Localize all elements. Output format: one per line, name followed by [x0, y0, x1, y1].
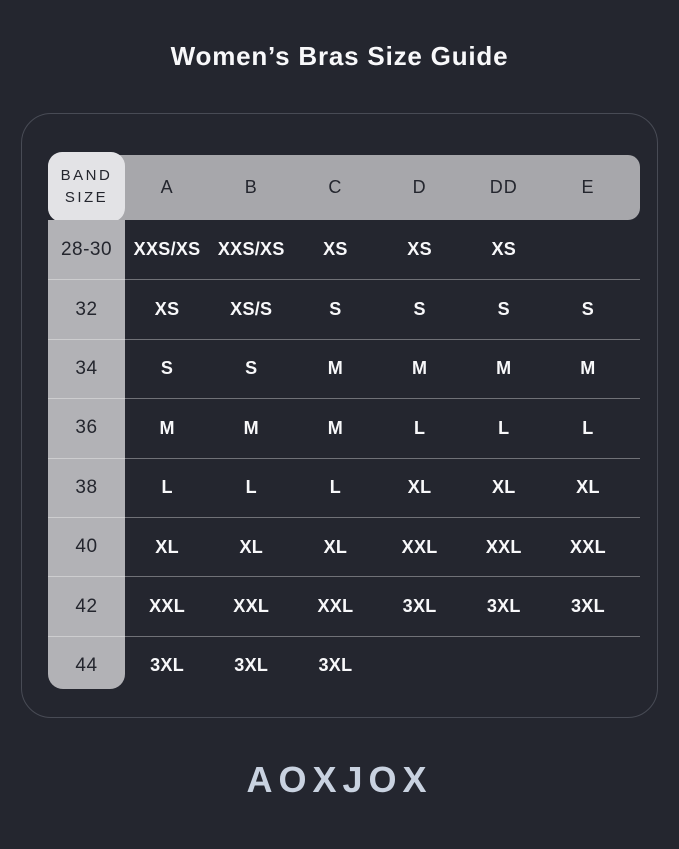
cup-size-cell: L: [582, 417, 594, 438]
cup-size-cell: XS: [323, 239, 348, 260]
cup-size-cell: XXL: [401, 536, 438, 557]
cup-column-header: A: [160, 177, 174, 197]
cup-header-columns: A B C D DD E: [125, 155, 640, 220]
cup-size-cell: XL: [323, 536, 348, 557]
cup-column-header: B: [244, 177, 258, 197]
cup-size-cell: S: [497, 299, 510, 320]
band-size-cell: 34: [75, 357, 98, 379]
band-size-cell: 28-30: [60, 238, 113, 260]
cup-size-cell: S: [581, 299, 595, 320]
cup-size-cell: XS: [407, 239, 432, 260]
cup-size-cell: L: [413, 417, 426, 438]
cup-size-cell: M: [243, 417, 259, 438]
table-row: 28-30 XXS/XS XXS/XS XS XS XS: [48, 220, 640, 279]
cup-size-cell: XXL: [569, 536, 606, 557]
cup-size-cell: XS/S: [230, 299, 273, 320]
cup-size-cell: M: [580, 358, 596, 379]
cup-size-cell: XS: [154, 299, 180, 320]
cup-size-cell: XXL: [485, 536, 522, 557]
cup-column-header: DD: [489, 177, 518, 197]
table-body: 28-30 XXS/XS XXS/XS XS XS XS 32 XS XS/S S S S S 34 S S M…: [48, 220, 640, 695]
cup-size-cell: S: [413, 299, 426, 320]
cup-size-cell: 3XL: [570, 596, 605, 617]
page-title: Women’s Bras Size Guide: [170, 41, 509, 71]
band-size-cell: 32: [75, 298, 98, 320]
cup-size-cell: L: [161, 477, 173, 498]
band-size-cell: 36: [75, 417, 98, 439]
cup-size-cell: XS: [491, 239, 517, 260]
cup-size-cell: M: [411, 358, 428, 379]
cup-size-cell: S: [160, 358, 174, 379]
band-size-cell: 44: [75, 654, 98, 676]
table-row: 32 XS XS/S S S S S: [48, 279, 640, 338]
cup-size-cell: M: [327, 358, 344, 379]
cup-size-cell: M: [496, 358, 512, 379]
table-row: 38 L L L XL XL XL: [48, 457, 640, 517]
band-size-cell: 40: [75, 536, 98, 558]
cup-size-cell: S: [329, 299, 342, 320]
cup-size-cell: XL: [491, 477, 516, 498]
cup-size-cell: XL: [576, 477, 600, 498]
cup-size-cell: XXL: [317, 596, 354, 617]
band-size-header-cell: BAND SIZE: [48, 152, 125, 222]
cup-size-cell: L: [498, 417, 510, 438]
cup-column-header: E: [581, 177, 595, 197]
cup-size-cell: M: [159, 417, 175, 438]
cup-size-cell: S: [245, 358, 258, 379]
table-row: 44 3XL 3XL 3XL: [48, 635, 640, 695]
size-chart-card: BAND SIZE A B C D DD E 28-30 XXS/XS XXS/XS XS XS X…: [21, 113, 658, 718]
cup-size-cell: 3XL: [234, 655, 269, 676]
cup-size-cell: XL: [407, 477, 432, 498]
cup-size-cell: M: [327, 417, 344, 438]
cup-size-cell: XL: [155, 536, 179, 557]
cup-size-cell: XXL: [149, 596, 186, 617]
cup-size-cell: XL: [239, 536, 264, 557]
table-row: 42 XXL XXL XXL 3XL 3XL 3XL: [48, 576, 640, 635]
band-column-background: [48, 220, 125, 689]
cup-size-cell: XXS/XS: [217, 239, 285, 260]
band-size-cell: 42: [75, 595, 98, 617]
cup-size-cell: L: [329, 477, 342, 498]
cup-size-cell: 3XL: [318, 655, 353, 676]
cup-size-cell: XXS/XS: [133, 239, 201, 260]
table-row: 36 M M M L L L: [48, 398, 640, 457]
cup-size-cell: 3XL: [486, 596, 521, 617]
cup-column-header: C: [328, 177, 343, 197]
cup-size-cell: L: [245, 477, 257, 498]
table-row: 40 XL XL XL XXL XXL XXL: [48, 516, 640, 576]
brand-logo: AOXJOX: [246, 759, 433, 800]
cup-size-cell: XXL: [233, 596, 270, 617]
table-row: 34 S S M M M M: [48, 338, 640, 398]
cup-size-cell: 3XL: [150, 655, 185, 676]
table-header-row: BAND SIZE A B C D DD E: [48, 152, 640, 222]
band-size-cell: 38: [75, 476, 98, 498]
cup-size-cell: 3XL: [402, 596, 437, 617]
size-chart-table: BAND SIZE A B C D DD E 28-30 XXS/XS XXS/XS XS XS X…: [48, 152, 640, 695]
cup-column-header: D: [412, 177, 427, 197]
